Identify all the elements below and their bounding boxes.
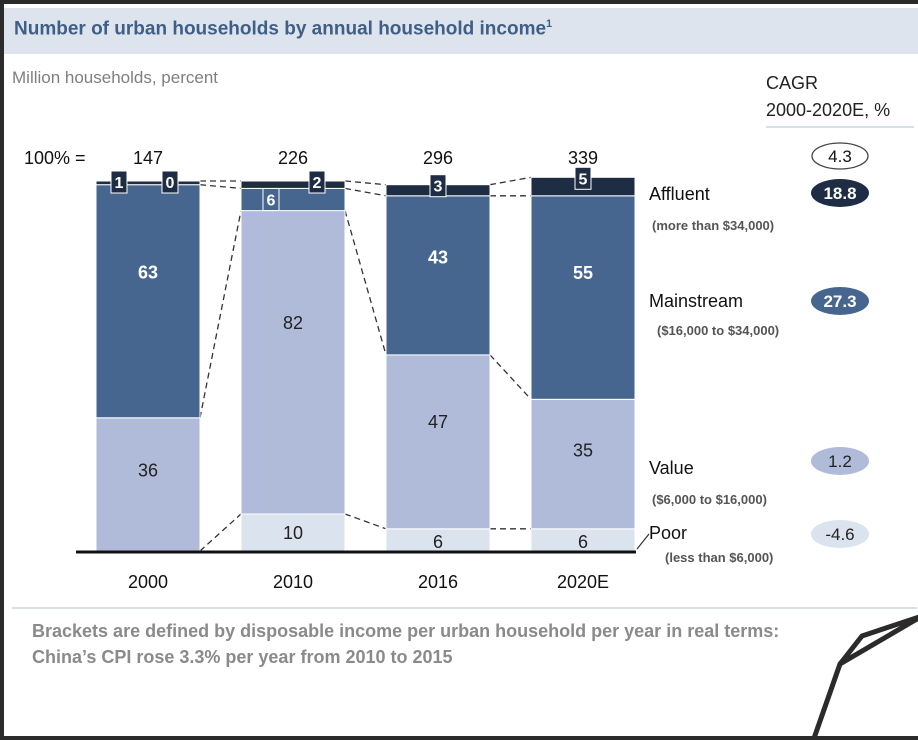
title-band (4, 8, 918, 54)
bar-segment-value (240, 210, 346, 515)
x-tick-label: 2000 (128, 572, 168, 592)
cagr-header: CAGR 2000-2020E, % (766, 70, 890, 124)
legend-label: Affluent (649, 184, 710, 204)
data-label: 35 (573, 441, 593, 461)
cagr-total-pill (811, 142, 869, 170)
data-label-box (574, 166, 592, 190)
legend-label: Mainstream (649, 291, 743, 311)
data-label: 5 (579, 171, 588, 188)
data-label-box (308, 170, 326, 194)
connector-line (489, 176, 532, 186)
data-label: 10 (283, 523, 303, 543)
bar-segment-mainstream (95, 184, 201, 419)
data-label-box (429, 174, 447, 198)
connector-line (489, 354, 532, 400)
chart-title: Number of urban households by annual hou… (14, 18, 553, 40)
data-label: 47 (428, 412, 448, 432)
bar-segment-value (385, 354, 491, 530)
connector-line (344, 180, 387, 186)
total-prefix: 100% = (24, 148, 86, 168)
data-label: 3 (434, 179, 443, 196)
data-label-box (161, 170, 179, 194)
footnote-line-1: Brackets are defined by disposable incom… (32, 621, 780, 641)
cagr-value: 18.8 (823, 184, 856, 203)
cagr-pill (811, 287, 869, 315)
footnote-line-2: China’s CPI rose 3.3% per year from 2010… (32, 647, 453, 667)
cagr-pill (811, 179, 869, 207)
data-label: 82 (283, 313, 303, 333)
cagr-divider (766, 126, 914, 128)
legend-range: (less than $6,000) (665, 550, 773, 565)
bar-total: 296 (423, 148, 453, 168)
bar-segment-mainstream (530, 195, 636, 400)
data-label: 6 (433, 532, 443, 552)
x-tick-label: 2020E (557, 572, 609, 592)
chart-subtitle: Million households, percent (12, 68, 219, 87)
bar-segment-mainstream (385, 195, 491, 356)
bar-total: 147 (133, 148, 163, 168)
data-label-box (110, 170, 128, 194)
cagr-header-line2: 2000-2020E, % (766, 100, 891, 120)
legend-leader-line (636, 533, 650, 550)
bar-total: 226 (278, 148, 308, 168)
footnote: Brackets are defined by disposable incom… (32, 618, 779, 670)
data-label: 2 (313, 175, 322, 192)
connector-line (199, 210, 242, 418)
data-label: 43 (428, 247, 448, 267)
data-label: 6 (267, 193, 276, 210)
data-label: 55 (573, 263, 593, 283)
data-label: 6 (578, 532, 588, 552)
cagr-value: 1.2 (828, 452, 852, 471)
cagr-total-value: 4.3 (828, 147, 852, 166)
bar-segment-value (530, 398, 636, 530)
cagr-value: -4.6 (825, 525, 854, 544)
cagr-pill (811, 520, 869, 548)
data-label: 1 (115, 175, 124, 192)
connector-line (199, 184, 242, 190)
bar-total: 339 (568, 148, 598, 168)
x-tick-label: 2010 (273, 572, 313, 592)
connector-line (344, 210, 387, 356)
title-footnote-mark: 1 (546, 18, 553, 30)
data-label: 36 (138, 460, 158, 480)
connector-line (344, 187, 387, 197)
footnote-divider (12, 607, 917, 609)
cagr-header-line1: CAGR (766, 73, 819, 93)
cagr-pill (811, 447, 869, 475)
legend-range: ($6,000 to $16,000) (652, 492, 767, 507)
data-label: 0 (166, 175, 175, 192)
legend-label: Poor (649, 523, 687, 543)
page-curl-icon (812, 614, 918, 736)
cagr-value: 27.3 (823, 292, 856, 311)
legend-label: Value (649, 458, 694, 478)
bar-segment-affluent (240, 180, 346, 189)
data-label: 63 (138, 262, 158, 282)
bar-segment-affluent (95, 180, 201, 186)
legend-range: (more than $34,000) (652, 218, 774, 233)
x-tick-label: 2016 (418, 572, 458, 592)
connector-line (344, 513, 387, 530)
legend-range: ($16,000 to $34,000) (657, 323, 779, 338)
